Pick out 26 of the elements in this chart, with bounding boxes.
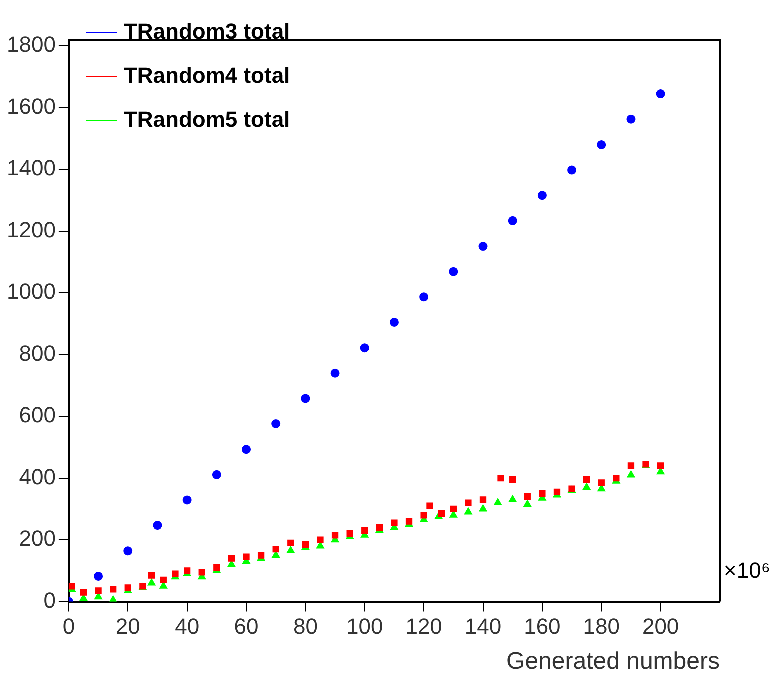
- x-tick-label: 140: [464, 614, 502, 640]
- x-tick-label: 60: [234, 614, 259, 640]
- x-tick-label: 120: [406, 614, 442, 640]
- legend-label: TRandom5 total: [124, 107, 290, 132]
- text: ×10⁶: [724, 558, 770, 583]
- y-tick-label: 1000: [6, 279, 56, 304]
- y-tick-label: 600: [19, 402, 56, 428]
- x-tick-label: 100: [346, 614, 384, 640]
- y-tick-label: 1400: [6, 156, 56, 181]
- y-tick-label: 1600: [6, 94, 56, 119]
- x-axis-title: Generated numbers: [506, 648, 720, 676]
- x-tick-label: 40: [175, 614, 200, 640]
- x-tick-label: 160: [524, 614, 561, 640]
- y-tick-label: 200: [19, 526, 56, 552]
- legend-label: TRandom4 total: [124, 63, 290, 88]
- x-tick-label: 180: [583, 614, 620, 640]
- y-tick-label: 1200: [6, 217, 56, 242]
- x-tick-label: 200: [642, 614, 680, 640]
- y-tick-label: 1800: [6, 32, 56, 58]
- y-tick-label: 0: [44, 588, 56, 613]
- x-tick-label: 20: [116, 614, 140, 640]
- x-tick-label: 0: [62, 614, 76, 640]
- legend-label: TRandom3 total: [124, 19, 290, 44]
- y-tick-label: 400: [19, 464, 56, 490]
- y-tick-label: 800: [19, 340, 56, 366]
- x-tick-label: 80: [293, 614, 318, 640]
